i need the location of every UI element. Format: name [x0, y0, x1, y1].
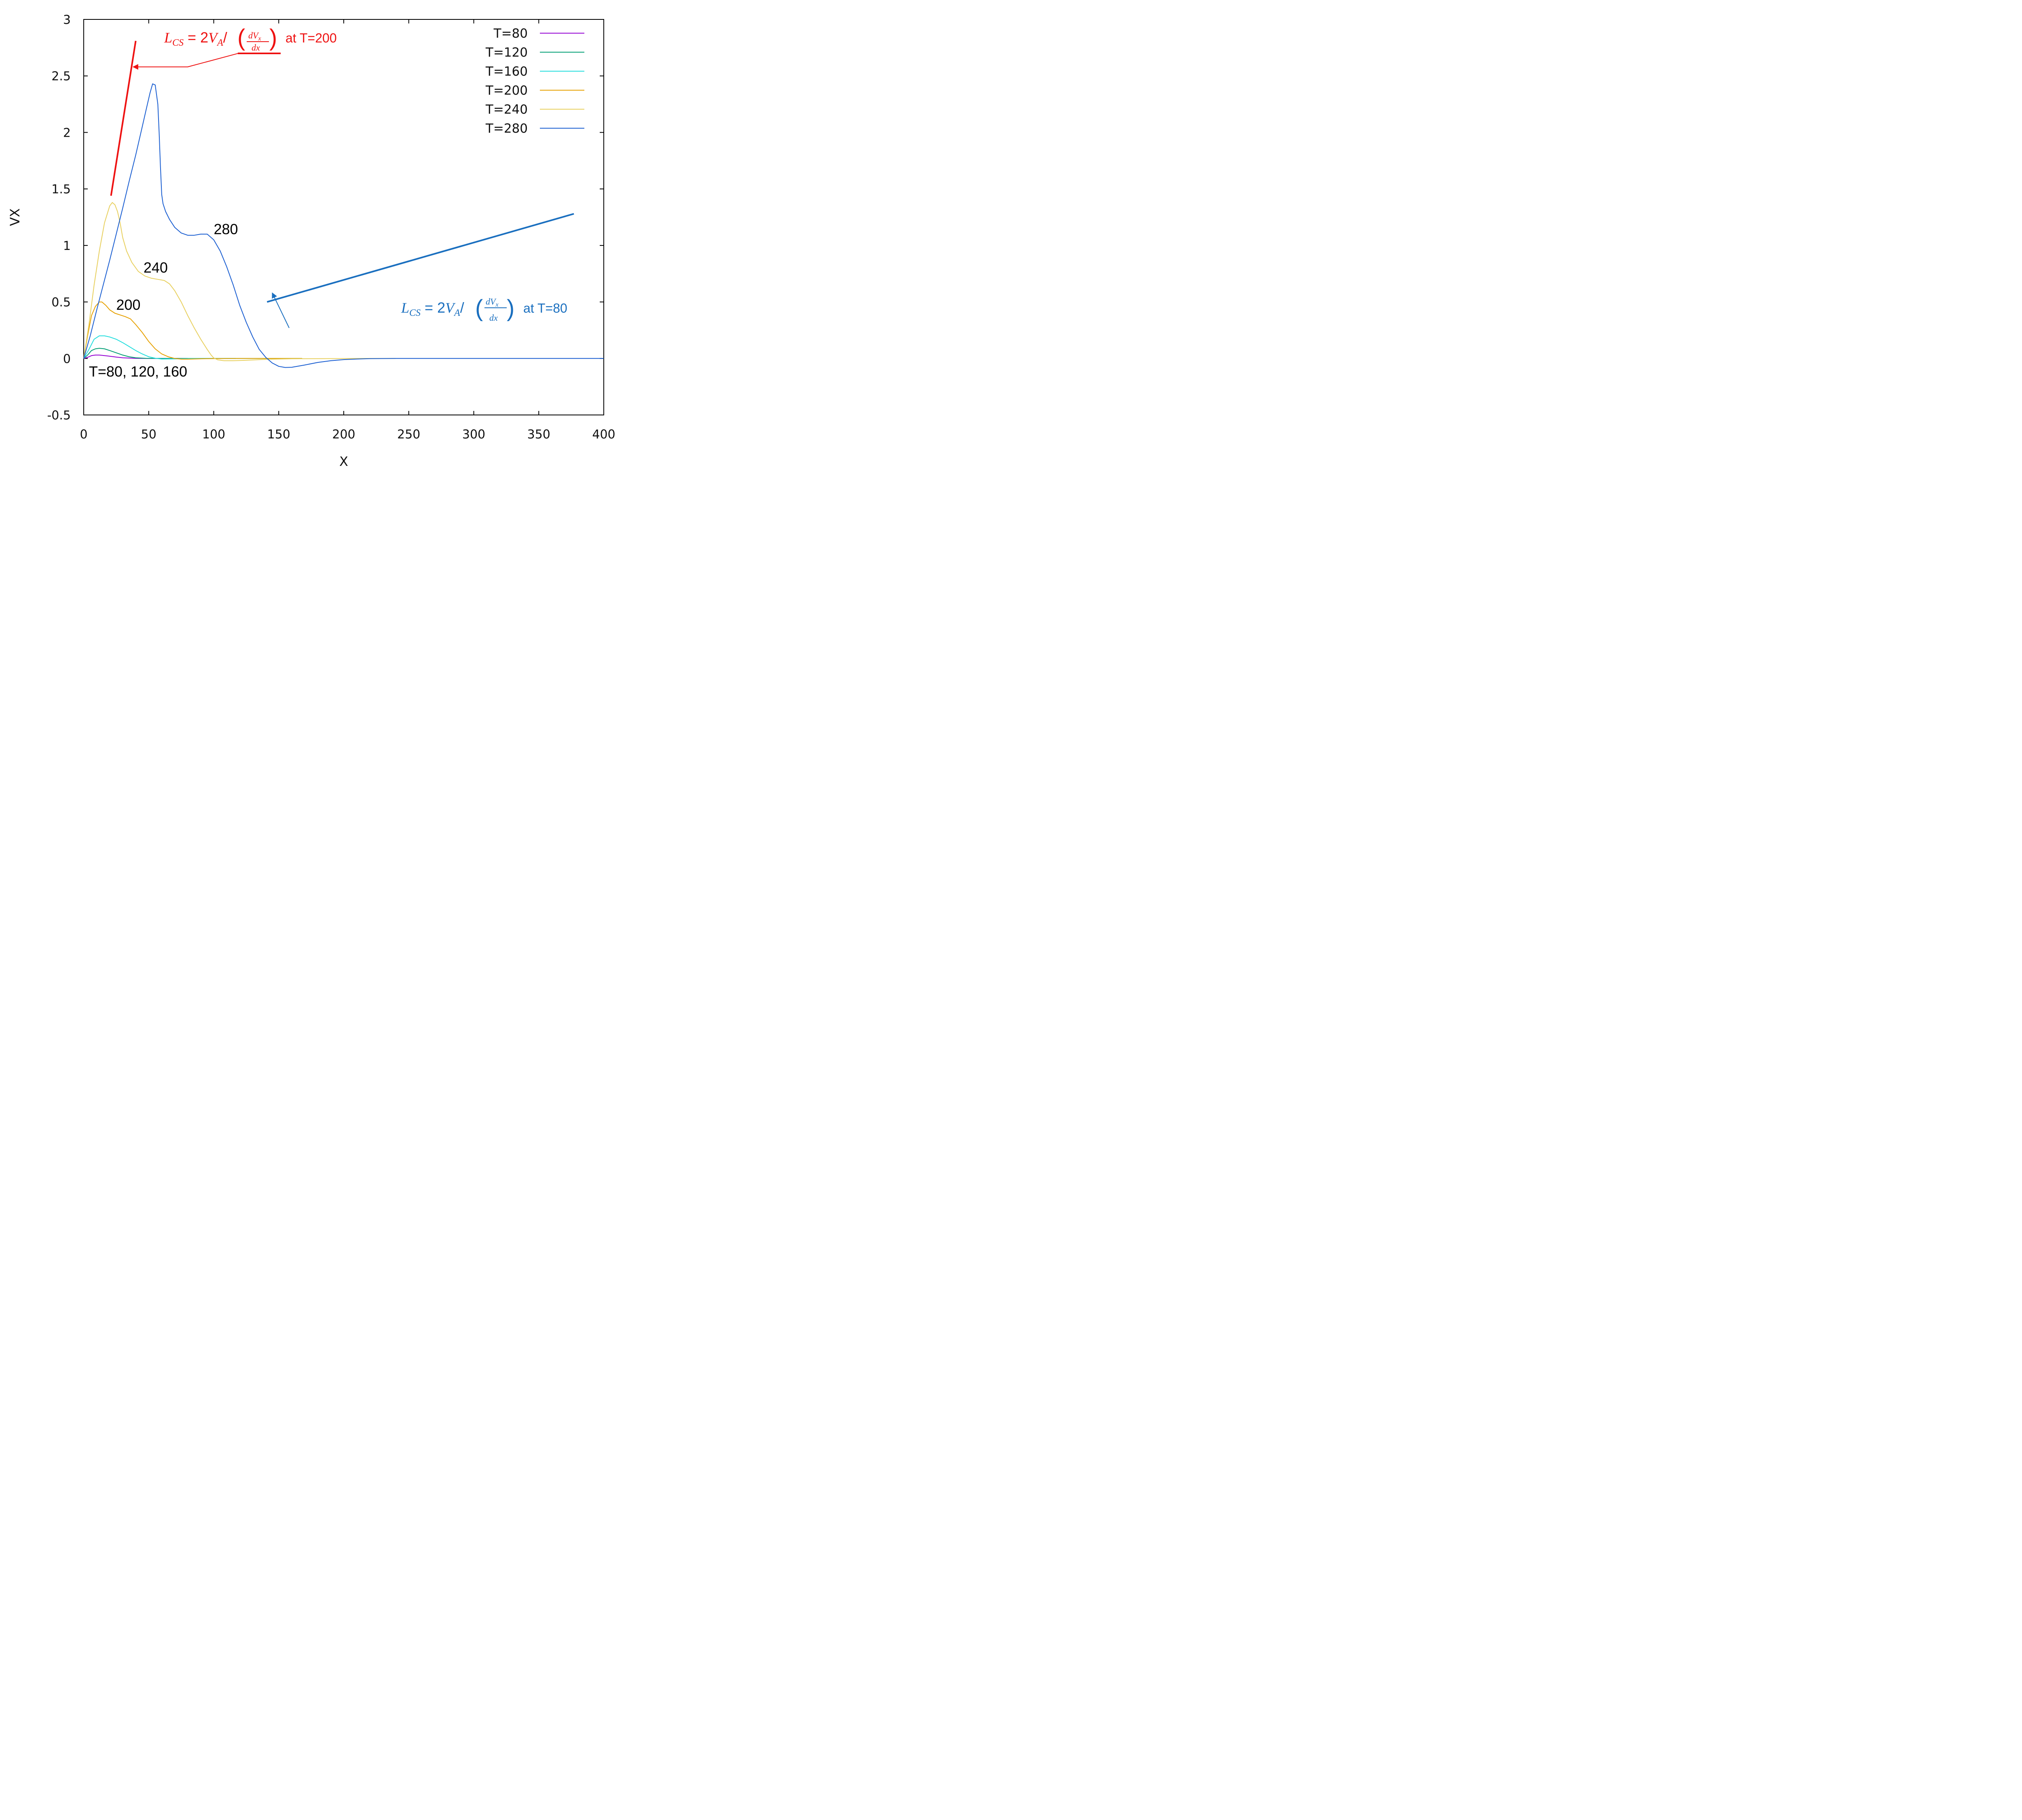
- formula-t200-numerator: dVx: [248, 30, 261, 42]
- formula-t200-rparen: ): [269, 25, 277, 51]
- y-tick-label: 2.5: [51, 70, 71, 84]
- curve-label: 200: [116, 296, 140, 313]
- legend-label: T=280: [485, 121, 528, 136]
- legend-label: T=120: [485, 45, 528, 60]
- y-tick-label: 2: [63, 126, 71, 140]
- curve-label: 240: [144, 259, 168, 276]
- series-line-t160: [83, 335, 302, 360]
- x-tick-label: 50: [141, 427, 157, 442]
- y-tick-label: 0: [63, 352, 71, 366]
- Lcs-T80-line: [266, 213, 574, 303]
- Lcs-T200-line: [110, 40, 137, 196]
- series-line-t280: [83, 83, 604, 368]
- formula-t80: LCS = 2VA/ ( dVx dx ) at T=80: [401, 295, 567, 323]
- curve-annotations: 280 240 200 T=80, 120, 160: [89, 221, 238, 380]
- x-tick-label: 100: [202, 427, 225, 442]
- formula-t80-lparen: (: [475, 295, 483, 322]
- x-axis-title: X: [339, 454, 348, 469]
- formula-t80-suffix: at T=80: [523, 301, 567, 315]
- y-tick-label: 0.5: [51, 296, 71, 310]
- guide-lines: [110, 40, 574, 328]
- formula-t200-lhs: LCS = 2VA/: [164, 29, 227, 48]
- x-tick-label: 350: [527, 427, 550, 442]
- arrow-T80: [272, 292, 290, 328]
- arrow-T200: [132, 53, 239, 70]
- curve-label: 280: [214, 221, 238, 237]
- series-lines: [83, 83, 604, 368]
- formula-t200: LCS = 2VA/ ( dVx dx ) at T=200: [164, 25, 337, 54]
- chart-svg: 0 50 100 150 200 250 300 350 400 -0.5 0 0.5 1 1.5 2 2.5…: [7, 13, 615, 469]
- curve-label: T=80, 120, 160: [89, 363, 187, 380]
- x-tick-label: 150: [267, 427, 290, 442]
- y-tick-label: 1: [63, 239, 71, 253]
- axes: 0 50 100 150 200 250 300 350 400 -0.5 0 0.5 1 1.5 2 2.5…: [7, 13, 615, 469]
- formula-t80-denominator: dx: [489, 313, 498, 323]
- legend-label: T=80: [493, 26, 528, 41]
- y-tick-label: 1.5: [51, 182, 71, 197]
- y-tick-label: -0.5: [47, 408, 71, 423]
- formula-t200-lparen: (: [237, 25, 245, 51]
- series-line-t240: [83, 202, 396, 361]
- formula-t200-denominator: dx: [252, 42, 260, 53]
- legend-label: T=200: [485, 83, 528, 98]
- x-tick-label: 400: [592, 427, 615, 442]
- formula-t80-lhs: LCS = 2VA/: [401, 299, 464, 318]
- legend: T=80 T=120 T=160 T=200 T=240 T=280: [485, 26, 584, 136]
- formula-t80-rparen: ): [507, 295, 514, 322]
- formula-t80-numerator: dVx: [486, 296, 499, 308]
- y-axis-title: VX: [7, 208, 23, 226]
- x-tick-label: 250: [397, 427, 420, 442]
- series-line-t200: [83, 301, 302, 360]
- formula-t200-suffix: at T=200: [286, 31, 337, 45]
- legend-label: T=160: [485, 64, 528, 79]
- x-tick-label: 300: [462, 427, 485, 442]
- y-tick-label: 3: [63, 13, 71, 27]
- legend-label: T=240: [485, 102, 528, 117]
- x-tick-label: 0: [80, 427, 87, 442]
- x-tick-label: 200: [332, 427, 355, 442]
